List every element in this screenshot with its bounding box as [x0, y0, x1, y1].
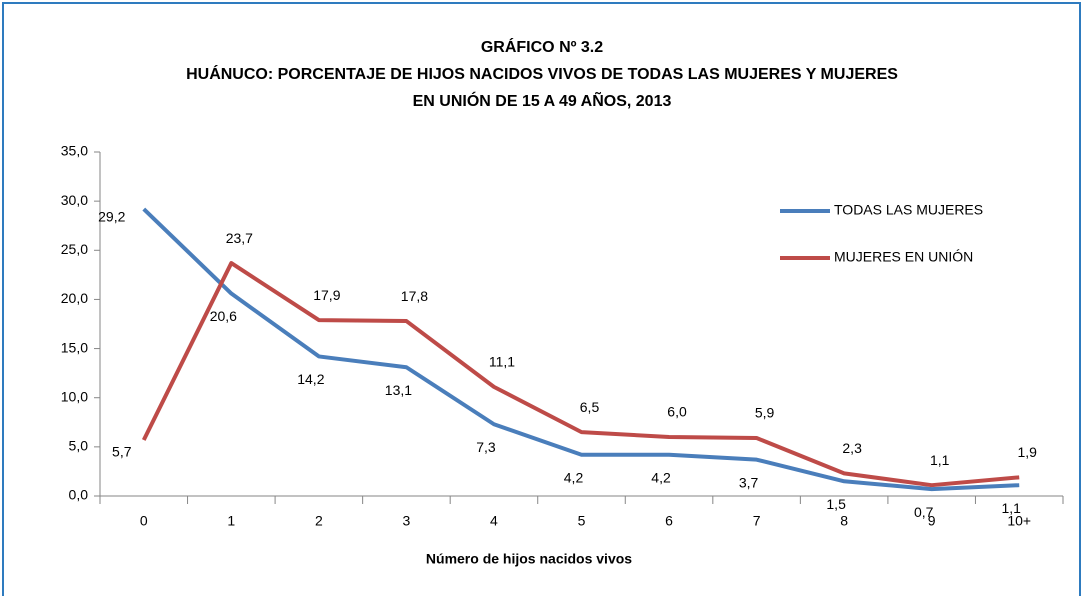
data-label: 17,8 [401, 288, 428, 304]
data-label: 11,1 [489, 354, 515, 370]
x-tick-label: 7 [753, 513, 761, 529]
data-label: 13,1 [385, 382, 412, 398]
x-tick-label: 1 [227, 513, 235, 529]
data-label: 6,5 [580, 399, 600, 415]
y-tick-label: 10,0 [61, 388, 88, 404]
x-tick-label: 5 [578, 513, 586, 529]
data-label: 4,2 [651, 469, 671, 485]
data-label: 23,7 [226, 230, 253, 246]
data-label: 17,9 [313, 287, 340, 303]
y-tick-label: 0,0 [69, 487, 89, 503]
data-label: 5,7 [112, 444, 132, 460]
data-label: 1,9 [1017, 444, 1037, 460]
data-label: 5,9 [755, 405, 775, 421]
chart-title: GRÁFICO Nº 3.2 [481, 37, 603, 56]
y-tick-label: 30,0 [61, 192, 88, 208]
data-label: 14,2 [297, 371, 324, 387]
data-label: 1,1 [930, 452, 950, 468]
data-label: 1,1 [1001, 500, 1021, 516]
data-label: 20,6 [210, 308, 237, 324]
data-label: 4,2 [564, 469, 584, 485]
chart-title: EN UNIÓN DE 15 A 49 AÑOS, 2013 [413, 90, 672, 110]
x-axis-label: Número de hijos nacidos vivos [426, 551, 632, 567]
x-tick-label: 4 [490, 513, 498, 529]
legend-label: MUJERES EN UNIÓN [834, 249, 973, 265]
series-line [141, 261, 1020, 488]
x-tick-label: 0 [140, 513, 148, 529]
x-tick-label: 9 [928, 513, 936, 529]
data-label: 2,3 [842, 440, 862, 456]
x-tick-label: 3 [403, 513, 411, 529]
y-tick-label: 5,0 [69, 438, 89, 454]
x-tick-label: 2 [315, 513, 323, 529]
series-line [142, 207, 1020, 492]
y-tick-label: 20,0 [61, 290, 88, 306]
chart-title: HUÁNUCO: PORCENTAJE DE HIJOS NACIDOS VIV… [186, 64, 898, 83]
data-label: 1,5 [826, 496, 846, 512]
y-tick-label: 35,0 [61, 143, 88, 159]
x-tick-label: 6 [665, 513, 673, 529]
data-label: 3,7 [739, 474, 759, 490]
x-tick-label: 10+ [1007, 513, 1031, 529]
data-label: 7,3 [476, 439, 496, 455]
y-tick-label: 15,0 [61, 339, 88, 355]
x-tick-label: 8 [840, 513, 848, 529]
data-label: 0,7 [914, 504, 934, 520]
data-label: 6,0 [667, 404, 687, 420]
y-tick-label: 25,0 [61, 241, 88, 257]
data-label: 29,2 [98, 209, 125, 225]
legend-label: TODAS LAS MUJERES [834, 202, 983, 218]
